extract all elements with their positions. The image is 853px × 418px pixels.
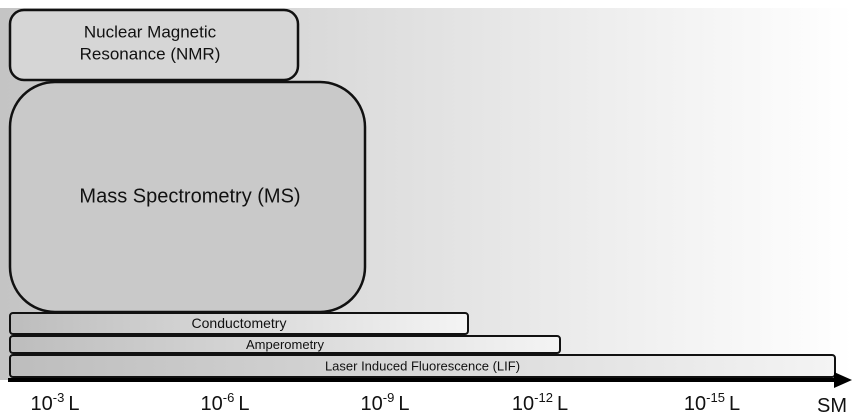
- scale-base: 10: [201, 393, 223, 415]
- method-bar: [9, 335, 561, 354]
- scale-base: 10: [512, 393, 534, 415]
- scale-label: 10-12 L: [512, 390, 568, 415]
- scale-unit: L: [238, 393, 249, 415]
- scale-exponent: -12: [534, 390, 553, 405]
- scale-base: 10: [361, 393, 383, 415]
- scale-unit: L: [557, 393, 568, 415]
- scale-label: 10-3 L: [31, 390, 80, 415]
- scale-exponent: -15: [706, 390, 725, 405]
- scale-end: SM: [817, 395, 847, 417]
- scale-label: 10-15 L: [684, 390, 740, 415]
- method-box: [8, 8, 300, 82]
- method-bar: [9, 312, 469, 335]
- method-label: Mass Spectrometry (MS): [79, 185, 300, 207]
- bar-label: Conductometry: [192, 315, 287, 331]
- axis-arrow: [834, 372, 852, 388]
- scale-unit: L: [68, 393, 79, 415]
- bar-label: Laser Induced Fluorescence (LIF): [325, 358, 520, 373]
- method-bar: [9, 354, 836, 378]
- scale-exponent: -3: [53, 390, 65, 405]
- scale-label: 10-6 L: [201, 390, 250, 415]
- scale-exponent: -9: [383, 390, 395, 405]
- method-label: Nuclear Magnetic: [84, 22, 217, 41]
- scale-unit: L: [729, 393, 740, 415]
- scale-unit: L: [398, 393, 409, 415]
- scale-label: 10-9 L: [361, 390, 410, 415]
- scale-exponent: -6: [223, 390, 235, 405]
- scale-base: 10: [31, 393, 53, 415]
- method-label: Resonance (NMR): [80, 44, 221, 63]
- scale-base: 10: [684, 393, 706, 415]
- bar-label: Amperometry: [246, 337, 325, 352]
